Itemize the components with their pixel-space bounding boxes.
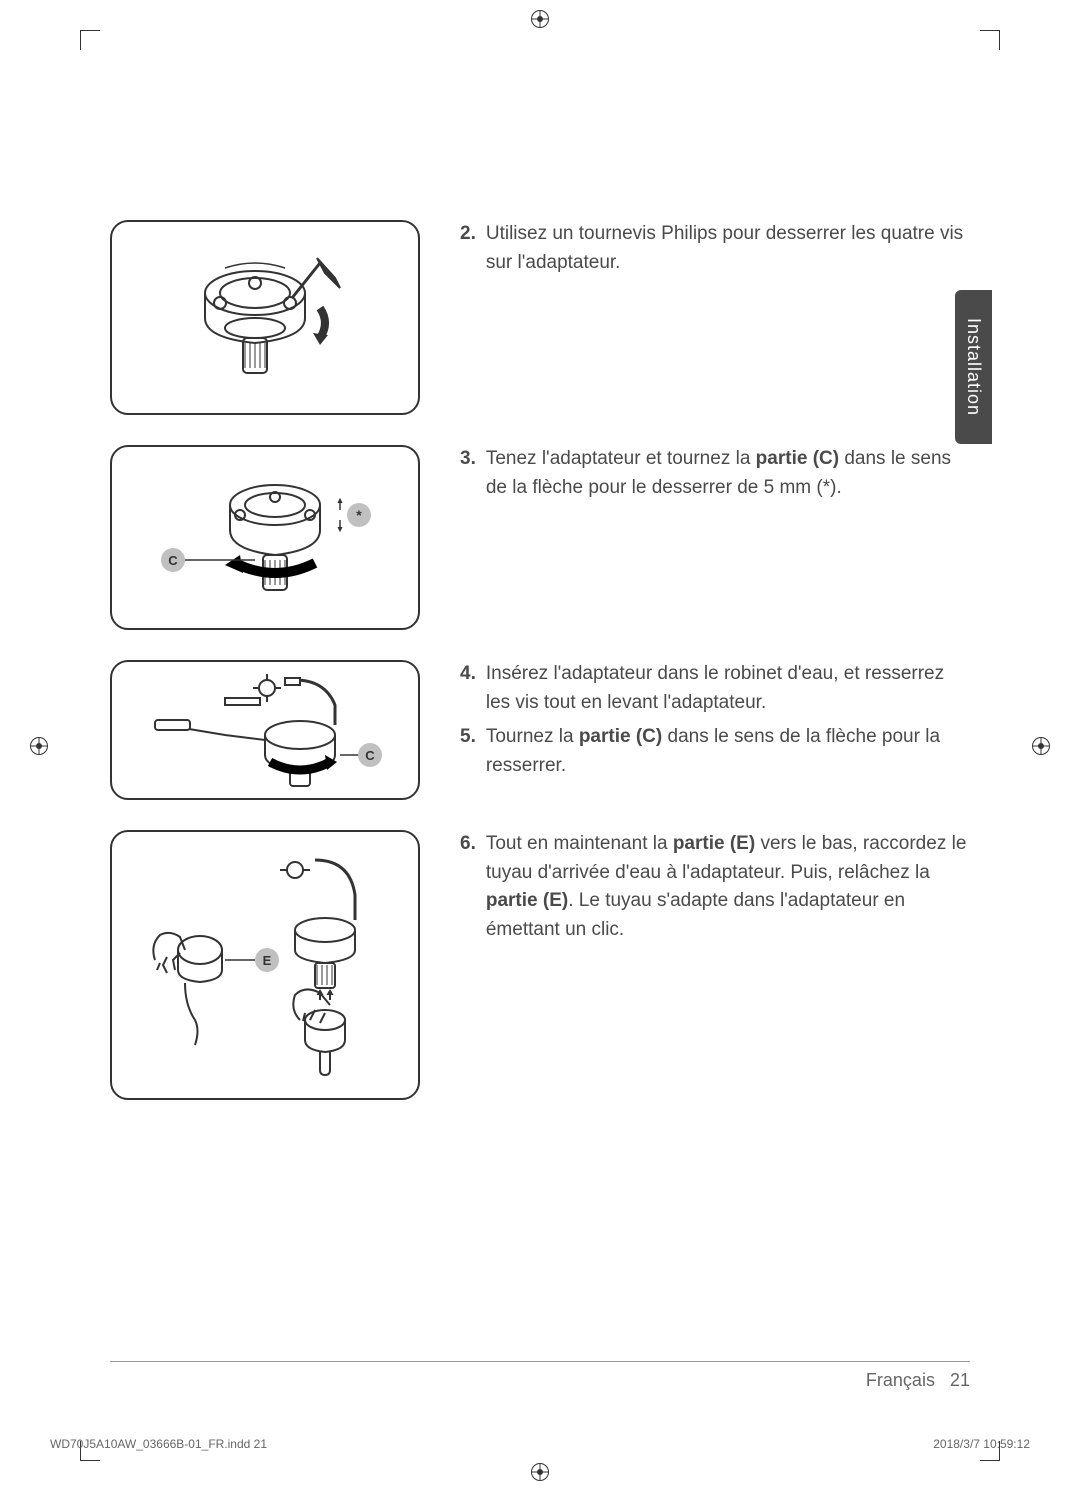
step-number: 2. (460, 220, 486, 277)
registration-mark-icon (531, 1463, 549, 1481)
step-number: 6. (460, 830, 486, 944)
diagram-faucet-tighten: C (110, 660, 420, 800)
svg-text:C: C (365, 748, 375, 763)
instruction-step-3: * C 3. Tenez l'adaptateur et tournez la … (110, 445, 970, 630)
step-number: 4. (460, 660, 486, 717)
crop-mark (980, 30, 1000, 50)
registration-mark-icon (531, 10, 549, 28)
crop-mark (80, 30, 100, 50)
step-text: Tenez l'adaptateur et tournez la partie … (486, 445, 970, 502)
step-text: Tournez la partie (C) dans le sens de la… (486, 723, 970, 780)
instruction-step-4-5: C 4. Insérez l'adaptateur dans le robine… (110, 660, 970, 800)
print-meta: WD70J5A10AW_03666B-01_FR.indd 21 2018/3/… (50, 1437, 1030, 1451)
page-footer: Français 21 (110, 1361, 970, 1391)
diagram-adapter-screws (110, 220, 420, 415)
c-label: C (168, 553, 178, 568)
step-text: Insérez l'adaptateur dans le robinet d'e… (486, 660, 970, 717)
diagram-hose-connect: E (110, 830, 420, 1100)
footer-language: Français (866, 1370, 935, 1390)
content-area: 2. Utilisez un tournevis Philips pour de… (110, 220, 970, 1130)
instruction-step-6: E 6. Tout en maintenant la partie (E) ve… (110, 830, 970, 1100)
step-number: 5. (460, 723, 486, 780)
document-filename: WD70J5A10AW_03666B-01_FR.indd 21 (50, 1437, 267, 1451)
svg-text:E: E (263, 953, 272, 968)
star-label: * (356, 507, 362, 523)
step-number: 3. (460, 445, 486, 502)
page-number: 21 (950, 1370, 970, 1390)
document-timestamp: 2018/3/7 10:59:12 (933, 1437, 1030, 1451)
instruction-step-2: 2. Utilisez un tournevis Philips pour de… (110, 220, 970, 415)
registration-mark-icon (30, 737, 48, 755)
diagram-adapter-loosen: * C (110, 445, 420, 630)
step-text: Tout en maintenant la partie (E) vers le… (486, 830, 970, 944)
step-text: Utilisez un tournevis Philips pour desse… (486, 220, 970, 277)
registration-mark-icon (1032, 737, 1050, 755)
